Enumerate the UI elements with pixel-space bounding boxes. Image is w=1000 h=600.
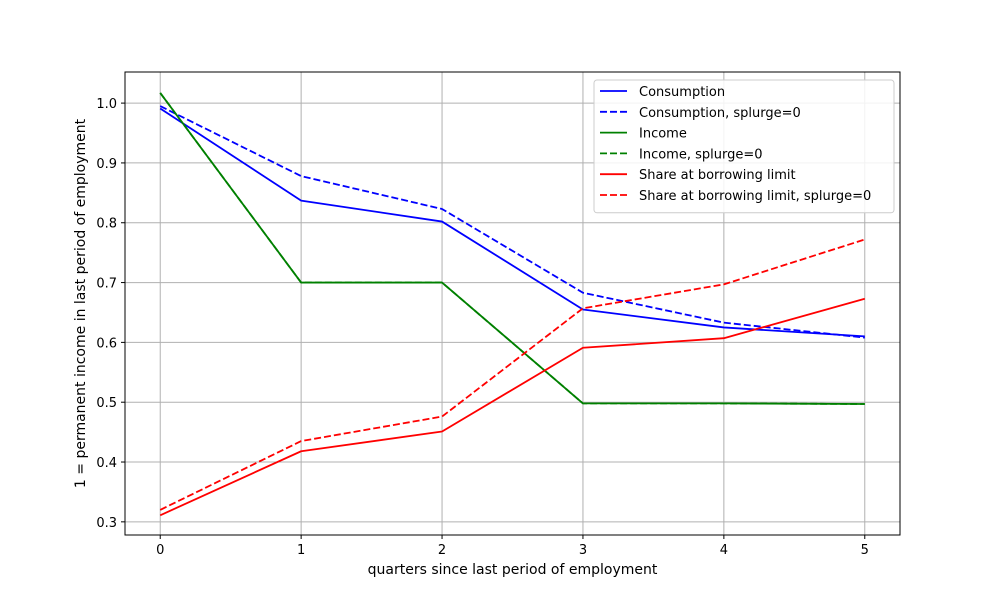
series-lines bbox=[159, 92, 866, 517]
y-axis-ticks: 0.3 0.4 0.5 0.6 0.7 0.8 0.9 1.0 bbox=[96, 97, 125, 531]
legend-entry: Share at borrowing limit bbox=[639, 168, 796, 183]
legend-box bbox=[593, 79, 895, 214]
legend-entry: Share at borrowing limit, splurge=0 bbox=[639, 189, 871, 204]
y-axis-label: 1 = permanent income in last period of e… bbox=[73, 118, 89, 488]
series-line-5 bbox=[159, 238, 866, 511]
series-line-3 bbox=[159, 92, 865, 405]
x-tick-label: 5 bbox=[861, 543, 869, 558]
x-axis-label: quarters since last period of employment bbox=[368, 562, 658, 578]
y-tick-label: 0.8 bbox=[96, 217, 117, 232]
x-tick-label: 2 bbox=[438, 543, 446, 558]
y-tick-label: 0.4 bbox=[96, 456, 117, 471]
y-tick-label: 0.7 bbox=[96, 277, 117, 292]
legend-entry: Income, splurge=0 bbox=[639, 147, 763, 162]
series-line-0 bbox=[159, 107, 865, 338]
series-line-4 bbox=[159, 297, 866, 517]
legend: Consumption Consumption, splurge=0 Income I… bbox=[593, 79, 895, 214]
y-tick-label: 0.9 bbox=[96, 157, 117, 172]
x-tick-label: 1 bbox=[297, 543, 305, 558]
legend-entry: Consumption bbox=[639, 85, 725, 100]
y-tick-label: 0.6 bbox=[96, 336, 117, 351]
y-tick-label: 0.3 bbox=[96, 516, 117, 531]
x-tick-label: 3 bbox=[579, 543, 587, 558]
legend-entry: Income bbox=[639, 127, 687, 142]
legend-entry: Consumption, splurge=0 bbox=[639, 106, 801, 121]
series-line-1 bbox=[159, 105, 865, 339]
x-tick-label: 0 bbox=[156, 543, 164, 558]
x-axis-ticks: 0 1 2 3 4 5 bbox=[156, 535, 869, 558]
y-tick-label: 1.0 bbox=[96, 97, 117, 112]
plot-area-frame bbox=[124, 71, 901, 536]
y-tick-label: 0.5 bbox=[96, 396, 117, 411]
x-tick-label: 4 bbox=[720, 543, 728, 558]
